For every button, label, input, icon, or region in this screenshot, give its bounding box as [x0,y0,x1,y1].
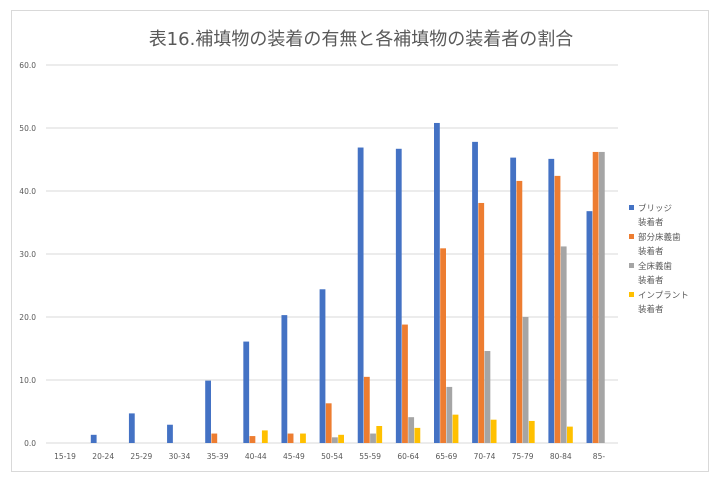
y-tick-label: 0.0 [24,439,36,448]
bar-2-35-39 [211,433,218,443]
bar-3-85- [598,151,605,443]
legend-label: 装着者 [638,246,664,257]
bar-2-75-79 [516,180,523,444]
x-tick-label: 30-34 [169,452,191,461]
bar-1-70-74 [472,141,478,444]
x-axis-tick-labels: 15-19 20-24 25-29 30-34 35-39 40-44 45-49 50-54… [54,452,605,461]
x-tick-label: 70-74 [474,452,496,461]
legend-label: 全床義歯 [638,261,673,272]
bar-2-60-64 [402,324,408,443]
gridlines [46,64,618,444]
bar-1-20-24 [90,434,97,443]
x-tick-label: 35-39 [207,452,229,461]
legend-label: 装着者 [638,275,664,286]
legend-swatch [629,234,634,239]
legend-label: 装着者 [638,304,664,315]
bar-4-75-79 [528,420,535,443]
x-tick-label: 80-84 [550,452,572,461]
bar-1-25-29 [128,413,135,443]
bar-4-55-59 [376,425,383,443]
bar-4-70-74 [490,419,497,443]
y-tick-label: 20.0 [19,313,36,322]
bar-2-55-59 [363,376,370,443]
bar-1-65-69 [434,122,440,444]
bar-2-65-69 [440,248,446,443]
bar-2-70-74 [478,202,485,443]
chart-title: 表16.補填物の装着の有無と各補填物の装着者の割合 [149,29,574,50]
x-tick-label: 40-44 [245,452,267,461]
bar-3-55-59 [370,433,376,443]
legend-label: 部分床義歯 [638,232,681,243]
bar-4-50-54 [338,434,344,443]
y-tick-label: 50.0 [19,124,36,133]
bar-1-40-44 [243,341,250,443]
bar-3-60-64 [408,417,415,443]
legend-swatch [629,292,634,297]
bar-1-80-84 [548,158,555,443]
x-tick-label: 15-19 [54,452,76,461]
bar-3-50-54 [332,437,338,443]
bar-chart: 表16.補填物の装着の有無と各補填物の装着者の割合 0.0 10.0 20.0 30.… [19,29,689,461]
bar-1-55-59 [357,147,364,443]
x-tick-label: 20-24 [92,452,114,461]
x-tick-label: 25-29 [130,452,152,461]
bar-2-40-44 [249,436,256,443]
x-tick-label: 60-64 [397,452,419,461]
bar-2-80-84 [554,175,561,443]
x-tick-label: 45-49 [283,452,305,461]
bar-1-50-54 [319,289,326,443]
legend-label: 装着者 [638,217,664,228]
y-tick-label: 60.0 [19,61,36,70]
bar-4-45-49 [300,433,306,443]
y-tick-label: 40.0 [19,187,36,196]
bar-1-30-34 [167,424,173,443]
x-tick-label: 85- [593,452,606,461]
bar-4-40-44 [261,430,268,443]
bar-4-80-84 [567,426,573,443]
legend-label: ブリッジ [638,203,672,214]
bar-4-65-69 [452,414,459,443]
x-tick-label: 65-69 [436,452,458,461]
legend-swatch [629,263,634,268]
bar-4-60-64 [414,427,421,443]
bar-2-85- [592,151,599,443]
y-tick-label: 10.0 [19,376,36,385]
bar-1-45-49 [281,315,288,443]
y-tick-label: 30.0 [19,250,36,259]
bar-3-65-69 [446,386,453,443]
chart-frame: 表16.補填物の装着の有無と各補填物の装着者の割合 0.0 10.0 20.0 30.… [11,10,709,472]
bar-1-35-39 [205,380,211,443]
bar-1-85- [586,211,593,443]
bar-3-75-79 [522,317,529,443]
legend-swatch [629,205,634,210]
y-axis-tick-labels: 0.0 10.0 20.0 30.0 40.0 50.0 60.0 [19,61,36,448]
bar-1-75-79 [510,157,517,444]
legend-label: インプラント [638,291,689,301]
x-tick-label: 75-79 [512,452,534,461]
bar-2-45-49 [287,433,294,443]
bar-3-80-84 [560,246,567,443]
bar-1-60-64 [395,148,402,444]
bars [90,122,605,444]
bar-3-70-74 [484,351,491,443]
bar-2-50-54 [325,403,332,443]
x-tick-label: 50-54 [321,452,343,461]
x-tick-label: 55-59 [359,452,381,461]
